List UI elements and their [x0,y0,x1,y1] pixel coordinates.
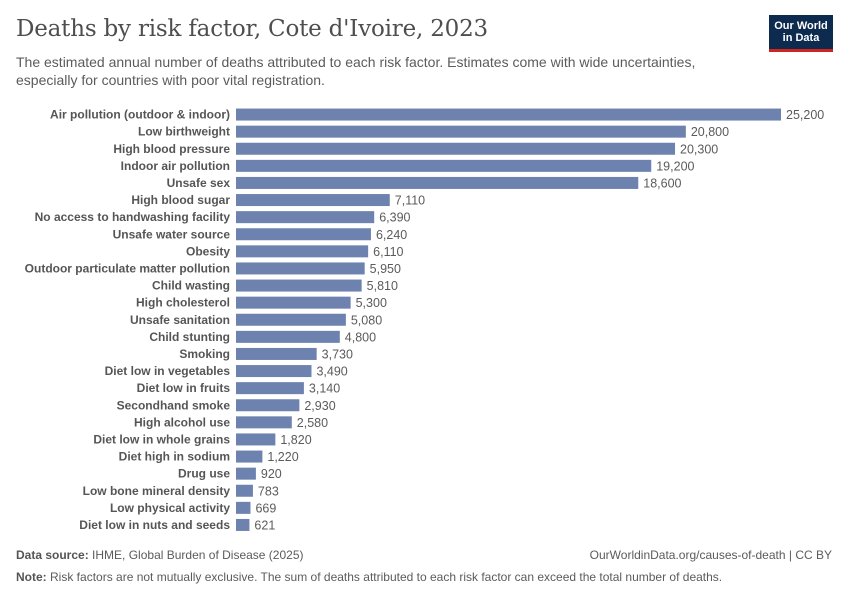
category-label: Diet low in fruits [137,381,231,395]
bar[interactable] [236,330,340,343]
value-label: 4,800 [345,330,376,344]
bar[interactable] [236,416,292,429]
footer-note: Note: Risk factors are not mutually excl… [16,570,832,584]
value-label: 2,580 [297,416,328,430]
category-label: Low bone mineral density [83,484,231,498]
bar[interactable] [236,194,390,207]
value-label: 6,390 [379,211,410,225]
value-label: 5,810 [367,279,398,293]
bar[interactable] [236,365,312,378]
category-label: High alcohol use [134,415,230,429]
value-label: 5,300 [356,296,387,310]
value-label: 20,300 [680,142,718,156]
bar[interactable] [236,347,317,360]
bar-chart: Air pollution (outdoor & indoor) 25,200 Lo… [25,108,825,533]
value-label: 20,800 [691,125,729,139]
value-label: 19,200 [656,159,694,173]
value-label: 1,820 [280,433,311,447]
category-label: Unsafe sanitation [130,313,230,327]
value-label: 7,110 [395,194,425,208]
logo-line-2: in Data [782,32,820,44]
bar[interactable] [236,245,369,258]
value-label: 920 [261,467,282,481]
source-url-link[interactable]: OurWorldinData.org/causes-of-death | CC … [589,548,832,562]
category-label: Drug use [178,467,230,481]
value-label: 5,080 [351,313,382,327]
bar[interactable] [236,518,250,531]
owid-logo[interactable]: Our World in Data [769,15,833,52]
value-label: 6,110 [373,245,403,259]
category-label: Smoking [179,347,230,361]
bar[interactable] [236,501,251,514]
category-label: Obesity [186,244,230,258]
value-label: 6,240 [376,228,407,242]
data-source-text[interactable]: IHME, Global Burden of Disease (2025) [92,548,304,562]
bar[interactable] [236,296,351,309]
category-label: High cholesterol [136,296,230,310]
value-label: 1,220 [267,450,298,464]
logo-line-1: Our World [774,20,828,32]
value-label: 5,950 [370,262,401,276]
value-label: 2,930 [304,399,335,413]
category-label: High blood pressure [113,142,230,156]
value-label: 3,730 [322,347,353,361]
bar[interactable] [236,142,676,155]
category-label: No access to handwashing facility [35,210,231,224]
note-label: Note: [16,570,47,584]
bar[interactable] [236,262,365,275]
bar[interactable] [236,125,686,138]
footer-source-row: Data source: IHME, Global Burden of Dise… [16,548,832,562]
category-label: Low birthweight [138,125,230,139]
value-label: 25,200 [786,108,824,122]
bar[interactable] [236,467,256,480]
category-label: Child wasting [152,279,230,293]
bar[interactable] [236,159,652,172]
chart-subtitle: The estimated annual number of deaths at… [16,54,696,88]
category-label: High blood sugar [131,193,230,207]
bar[interactable] [236,382,304,395]
category-label: Diet high in sodium [119,450,230,464]
value-label: 669 [255,501,276,515]
bar[interactable] [236,450,263,463]
data-source: Data source: IHME, Global Burden of Dise… [16,548,303,562]
bar[interactable] [236,313,346,326]
bar[interactable] [236,108,781,121]
category-label: Air pollution (outdoor & indoor) [50,108,230,122]
bar[interactable] [236,211,375,224]
bar[interactable] [236,399,300,412]
category-label: Diet low in vegetables [105,364,231,378]
data-source-label: Data source: [16,548,89,562]
bar[interactable] [236,176,639,189]
note-text: Risk factors are not mutually exclusive.… [50,570,723,584]
category-label: Indoor air pollution [121,159,230,173]
value-label: 783 [258,484,279,498]
value-label: 3,490 [316,365,347,379]
category-label: Outdoor particulate matter pollution [25,261,230,275]
bar[interactable] [236,228,371,241]
value-label: 18,600 [643,176,681,190]
category-label: Low physical activity [110,501,230,515]
category-label: Diet low in whole grains [93,432,230,446]
category-label: Secondhand smoke [117,398,231,412]
bar[interactable] [236,433,276,446]
value-label: 621 [254,518,275,532]
category-label: Diet low in nuts and seeds [79,518,230,532]
chart-title: Deaths by risk factor, Cote d'Ivoire, 20… [16,16,488,42]
bar[interactable] [236,484,253,497]
category-label: Unsafe sex [167,176,231,190]
category-label: Unsafe water source [113,227,231,241]
value-label: 3,140 [309,382,340,396]
bar[interactable] [236,279,362,292]
category-label: Child stunting [149,330,230,344]
